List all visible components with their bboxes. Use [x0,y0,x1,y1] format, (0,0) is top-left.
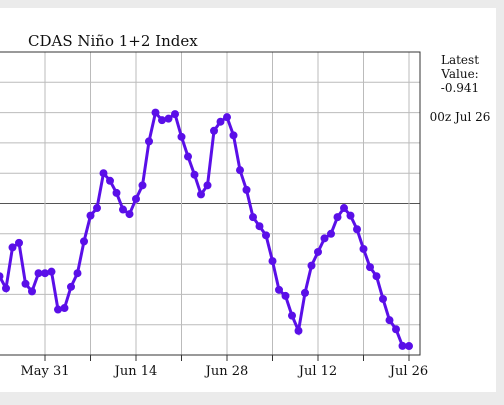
point [203,181,212,190]
point [327,229,335,238]
point [249,213,257,222]
point [41,269,49,278]
point [366,263,374,272]
point [190,170,199,179]
point [34,269,43,278]
point [275,285,283,294]
x-tick-label: Jul 26 [388,364,428,379]
point [333,213,342,222]
point [307,261,316,270]
point [60,304,69,313]
point [2,284,10,293]
latest-value: -0.941 [441,81,479,95]
point [262,231,270,240]
point [255,222,264,231]
point [119,205,127,214]
point [340,204,348,213]
point [288,311,296,320]
point [268,257,277,266]
point [392,325,400,334]
point [93,204,101,213]
point [112,188,121,197]
point [242,185,251,194]
point [151,108,160,117]
point [281,291,290,300]
point [184,152,192,161]
chart-title: CDAS Niño 1+2 Index [28,32,198,50]
point [145,137,153,146]
x-tick-label: Jun 28 [204,364,249,379]
latest-label: Latest Value: [440,53,479,81]
point [8,243,17,252]
x-tick-label: Jun 14 [113,364,158,379]
point [320,234,329,243]
point [405,342,413,351]
point [385,316,394,325]
point [0,272,4,281]
point [86,211,95,220]
point [379,294,387,303]
point [54,305,62,314]
x-tick-label: Jul 12 [297,364,337,379]
point [171,110,179,119]
point [125,210,134,219]
point [229,131,238,140]
point [223,113,231,122]
point [99,169,108,178]
point [353,225,361,234]
point [106,176,114,185]
point [15,238,23,247]
point [164,114,173,123]
point [21,279,30,288]
plot-frame [0,51,421,356]
point [67,282,75,291]
point [158,116,166,125]
point [210,126,218,135]
point [177,132,186,141]
point [28,287,36,296]
point [216,117,225,126]
point [138,181,147,190]
point [47,267,56,276]
point [372,272,381,281]
point [73,269,82,278]
point [398,341,407,350]
x-tick-label: May 31 [20,364,69,379]
latest-label-line: Latest [441,53,479,67]
point [359,244,368,253]
point [236,166,244,175]
point [132,194,140,203]
point [294,326,303,335]
point [197,190,205,199]
point [346,211,355,220]
latest-label-line: Value: [440,67,478,81]
point [301,288,309,297]
latest-time: 00z Jul 26 [430,110,491,124]
point [80,237,88,246]
line [0,109,410,348]
point [314,247,322,256]
